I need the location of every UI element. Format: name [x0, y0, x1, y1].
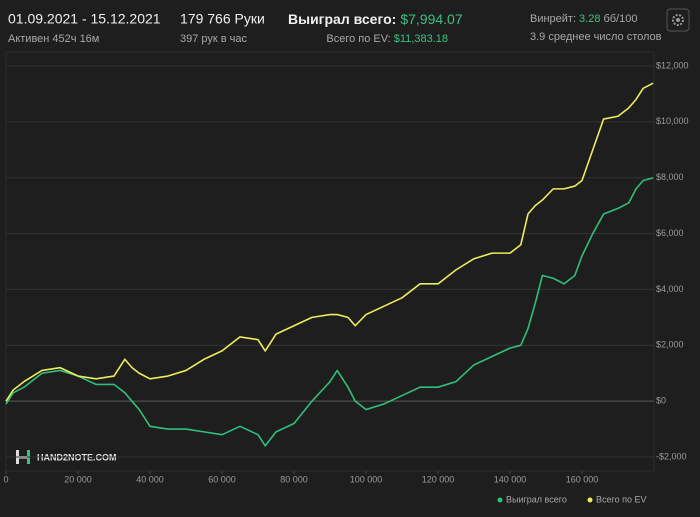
- won-total: Выиграл всего: $7,994.07: [288, 11, 463, 27]
- hands: 179 766 Руки: [180, 11, 265, 27]
- winrate-label: Винрейт:: [530, 13, 576, 25]
- settings-frame[interactable]: [666, 8, 690, 32]
- ev-label: Всего по EV:: [326, 33, 390, 45]
- x-tick-label: 140 000: [494, 474, 527, 484]
- legend-label: Выиграл всего: [506, 494, 567, 504]
- legend-marker: [587, 497, 593, 503]
- series-line: [5, 177, 654, 447]
- x-tick-label: 120 000: [422, 474, 455, 484]
- legend-marker: [497, 497, 503, 503]
- x-tick-label: 40 000: [136, 474, 164, 484]
- winrate-value: 3.28: [579, 13, 600, 25]
- ev-total: Всего по EV: $11,383.18: [326, 33, 448, 45]
- y-tick-label: $8,000: [656, 172, 684, 182]
- hands-per-hour: 397 рук в час: [180, 33, 248, 45]
- gear-icon[interactable]: [672, 14, 684, 26]
- series-line: [5, 82, 654, 402]
- plot-frame: [5, 51, 655, 472]
- x-tick-label: 0: [3, 474, 8, 484]
- y-tick-label: $10,000: [656, 116, 689, 126]
- won-label: Выиграл всего:: [288, 11, 396, 27]
- y-tick-label: $2,000: [656, 340, 684, 350]
- settings-button[interactable]: [666, 8, 690, 32]
- gear-center[interactable]: [676, 18, 680, 22]
- x-tick-label: 20 000: [64, 474, 92, 484]
- y-tick-label: $4,000: [656, 284, 684, 294]
- tables: 3.9 среднее число столов: [530, 31, 662, 43]
- ev-value: $11,383.18: [394, 33, 448, 45]
- y-tick-label: $12,000: [656, 60, 689, 70]
- winrate: Винрейт: 3.28 бб/100: [530, 13, 637, 25]
- date-range: 01.09.2021 - 15.12.2021: [8, 11, 161, 27]
- active-time: Активен 452ч 16м: [8, 33, 99, 45]
- winrate-unit: бб/100: [603, 13, 637, 25]
- x-tick-label: 100 000: [350, 474, 383, 484]
- y-tick-label: -$2,000: [656, 451, 687, 461]
- won-value: $7,994.07: [400, 11, 462, 27]
- x-tick-label: 80 000: [280, 474, 308, 484]
- y-tick-label: $6,000: [656, 228, 684, 238]
- legend-label: Всего по EV: [596, 494, 646, 504]
- y-tick-label: $0: [656, 396, 666, 406]
- x-tick-label: 60 000: [208, 474, 236, 484]
- x-tick-label: 160 000: [566, 474, 599, 484]
